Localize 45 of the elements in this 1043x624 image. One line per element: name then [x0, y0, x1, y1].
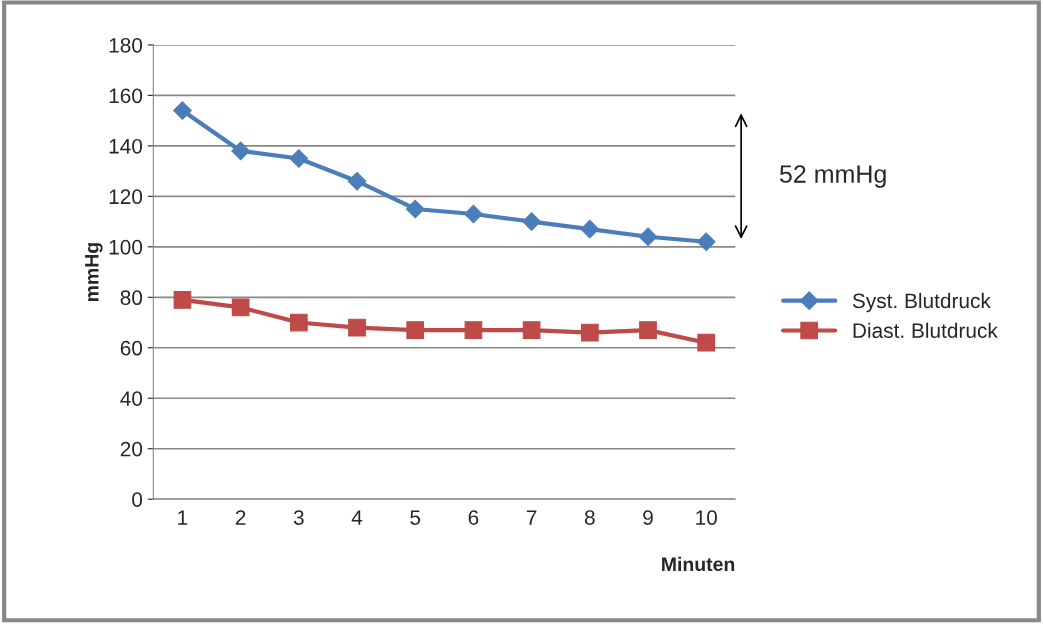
point	[522, 321, 541, 339]
x-tick-label: 4	[351, 510, 363, 525]
y-tick-label: 100	[109, 239, 143, 255]
point	[406, 321, 425, 339]
point	[347, 171, 367, 191]
x-tick-label: 2	[235, 510, 246, 525]
point	[173, 101, 192, 120]
point	[348, 318, 366, 337]
x-axis-title: Minuten	[662, 556, 735, 572]
point	[231, 141, 250, 161]
point	[464, 204, 483, 224]
x-tick-label: 3	[293, 510, 304, 525]
point	[173, 290, 192, 309]
text: 52 mmHg	[779, 165, 886, 188]
y-tick-label: 140	[109, 138, 143, 154]
point	[638, 227, 658, 247]
y-tick-label: 0	[132, 492, 143, 507]
x-tick-label: 8	[584, 510, 595, 525]
point	[289, 313, 308, 332]
x-tick-label: 1	[178, 510, 188, 525]
point	[580, 219, 600, 239]
point	[231, 298, 250, 317]
y-axis-title: mmHg	[85, 243, 103, 302]
point	[580, 323, 599, 342]
y-tick-label: 20	[120, 441, 143, 457]
x-tick-label: 5	[410, 510, 421, 525]
point	[639, 321, 657, 339]
y-tick-label: 160	[109, 88, 143, 104]
legend-label: Syst. Blutdruck	[852, 292, 991, 313]
x-tick-label: 7	[526, 510, 537, 525]
point	[697, 333, 716, 352]
legend-label: Diast. Blutdruck	[853, 322, 998, 338]
point	[464, 321, 483, 339]
y-tick-label: 180	[109, 37, 143, 53]
point	[696, 232, 716, 252]
y-tick-label: 60	[120, 340, 143, 356]
point	[405, 199, 425, 219]
y-tick-label: 40	[120, 391, 143, 406]
x-tick-label: 6	[468, 510, 479, 525]
x-tick-label: 9	[643, 510, 653, 525]
point	[289, 149, 309, 168]
x-tick-label: 10	[696, 510, 717, 525]
point	[522, 212, 541, 231]
y-tick-label: 120	[109, 189, 143, 205]
y-tick-label: 80	[120, 290, 143, 306]
